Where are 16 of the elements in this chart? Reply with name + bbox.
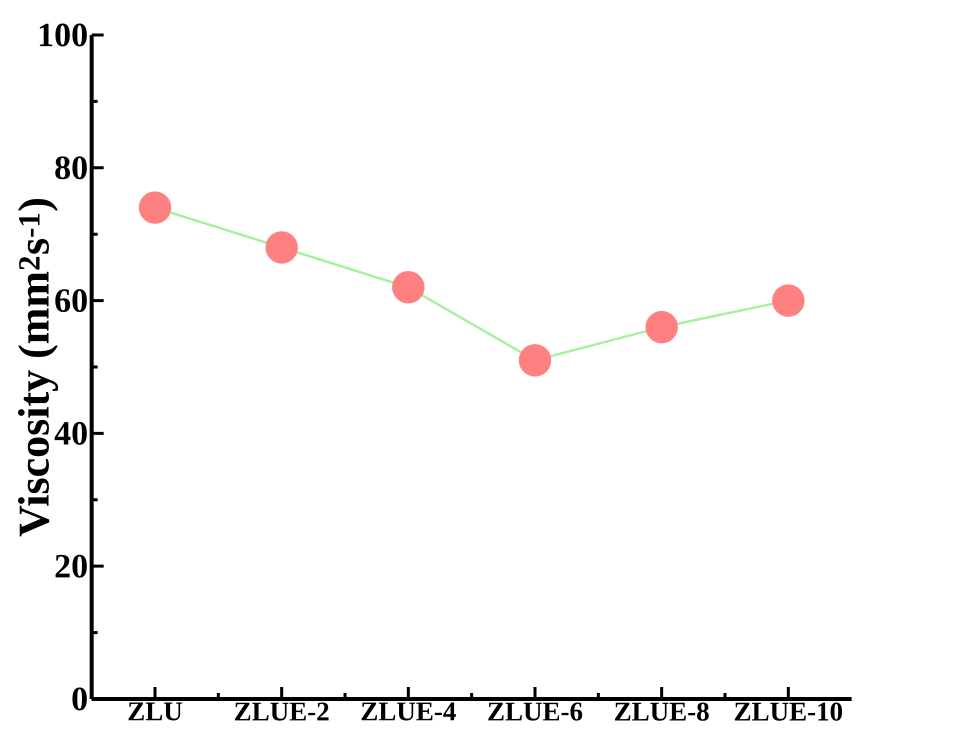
point [518,344,552,377]
point [392,271,425,304]
x-tick-label: ZLUE-6 [488,702,582,721]
x-tick-label: ZLUE-10 [734,702,842,721]
y-tick-label: 80 [55,156,87,180]
x-tick-label: ZLUE-2 [234,702,329,721]
y-tick-label: 100 [40,24,87,46]
x-tick-label: ZLUE-4 [362,702,456,721]
point [645,310,678,344]
y-tick-label: 0 [72,688,87,710]
point [265,231,298,264]
x-tick-label: ZLUE-8 [614,702,709,721]
y-tick-label: 20 [56,554,87,578]
point [772,284,805,317]
x-tick-label: ZLU [128,702,182,720]
point [138,191,172,224]
